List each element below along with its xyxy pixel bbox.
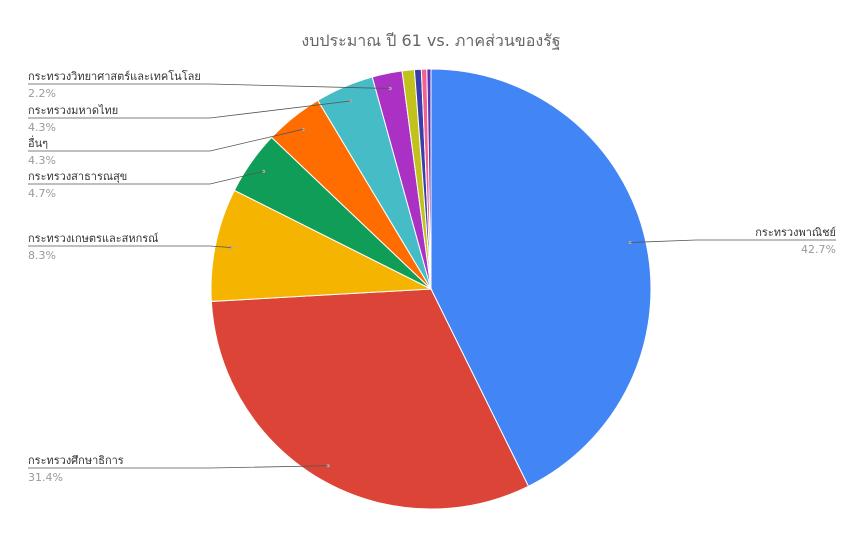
pie-slice [210, 189, 433, 302]
chart-title: งบประมาณ ปี 61 vs. ภาคส่วนของรัฐ [301, 31, 560, 50]
leader-line [28, 100, 351, 119]
leader-line [28, 245, 231, 248]
leader-line [28, 170, 264, 185]
slice-percent: 2.2% [28, 87, 56, 100]
leader-dot [262, 169, 266, 173]
slice-percent: 8.3% [28, 249, 56, 262]
leader-lines [28, 83, 836, 469]
slice-label: กระทรวงเกษตรและสหกรณ์ [28, 232, 158, 245]
slice-percent: 4.7% [28, 187, 56, 200]
slice-label: กระทรวงวิทยาศาสตร์และเทคโนโลย [28, 69, 201, 83]
slice-percent: 42.7% [801, 243, 836, 256]
leader-line [630, 239, 836, 243]
pie-slice [210, 288, 530, 510]
slice-label: กระทรวงพาณิชย์ [755, 226, 836, 239]
leader-line [28, 465, 328, 469]
pie-slices [210, 68, 652, 510]
slice-label: กระทรวงมหาดไทย [28, 104, 118, 117]
slice-percent: 4.3% [28, 154, 56, 167]
slice-label: กระทรวงศึกษาธิการ [28, 454, 124, 467]
slice-label: อื่นๆ [28, 135, 48, 150]
slice-label: กระทรวงสาธารณสุข [28, 170, 127, 183]
slice-percent: 4.3% [28, 121, 56, 134]
leader-line [28, 83, 391, 89]
slice-percent: 31.4% [28, 471, 63, 484]
leader-line [28, 128, 304, 152]
pie-slice [426, 68, 432, 290]
pie-slice [430, 68, 652, 487]
slice-labels: กระทรวงพาณิชย์ 42.7% กระทรวงศึกษาธิการ 31.4… [28, 69, 836, 484]
